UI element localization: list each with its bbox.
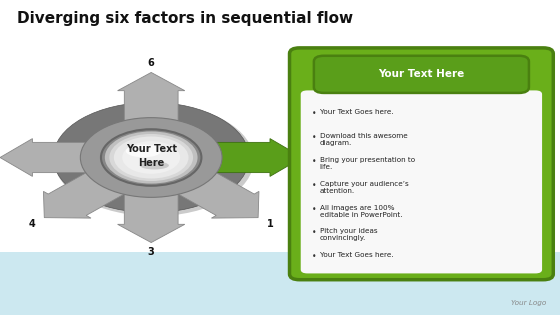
Text: •: • xyxy=(312,252,316,261)
Text: Your Text
Here: Your Text Here xyxy=(125,144,177,168)
Text: Your Text Goes here.: Your Text Goes here. xyxy=(320,109,393,115)
Bar xyxy=(0,252,560,315)
Circle shape xyxy=(105,131,198,184)
Circle shape xyxy=(53,102,249,213)
FancyBboxPatch shape xyxy=(301,90,542,273)
Text: •: • xyxy=(312,228,316,237)
Circle shape xyxy=(101,129,202,186)
Text: 4: 4 xyxy=(29,219,36,229)
Text: •: • xyxy=(312,157,316,166)
FancyBboxPatch shape xyxy=(290,48,553,280)
Text: •: • xyxy=(312,133,316,142)
Polygon shape xyxy=(157,161,259,218)
Text: •: • xyxy=(312,204,316,214)
Polygon shape xyxy=(0,139,116,176)
Text: 2: 2 xyxy=(316,152,323,163)
Text: Your Logo: Your Logo xyxy=(511,300,546,306)
Text: Bring your presentation to
life.: Bring your presentation to life. xyxy=(320,157,415,170)
Text: Capture your audience’s
attention.: Capture your audience’s attention. xyxy=(320,181,408,194)
Circle shape xyxy=(122,141,180,174)
FancyBboxPatch shape xyxy=(314,56,529,93)
Polygon shape xyxy=(44,161,145,218)
Text: •: • xyxy=(312,181,316,190)
Text: Pitch your ideas
convincingly.: Pitch your ideas convincingly. xyxy=(320,228,377,241)
Text: 1: 1 xyxy=(267,219,273,229)
Text: Your Text Goes here.: Your Text Goes here. xyxy=(320,252,393,258)
Text: All images are 100%
editable in PowerPoint.: All images are 100% editable in PowerPoi… xyxy=(320,204,402,218)
Text: Diverging six factors in sequential flow: Diverging six factors in sequential flow xyxy=(17,11,353,26)
Circle shape xyxy=(109,134,193,181)
Text: Your Text Here: Your Text Here xyxy=(378,69,465,79)
Text: 6: 6 xyxy=(148,58,155,68)
Polygon shape xyxy=(118,72,185,138)
Polygon shape xyxy=(118,177,185,243)
Circle shape xyxy=(81,117,222,197)
Text: 3: 3 xyxy=(148,247,155,257)
Ellipse shape xyxy=(126,145,161,157)
Polygon shape xyxy=(186,139,302,176)
Circle shape xyxy=(54,104,254,216)
Ellipse shape xyxy=(140,162,169,169)
Text: Download this awesome
diagram.: Download this awesome diagram. xyxy=(320,133,408,146)
Text: •: • xyxy=(312,109,316,118)
Circle shape xyxy=(114,136,189,179)
